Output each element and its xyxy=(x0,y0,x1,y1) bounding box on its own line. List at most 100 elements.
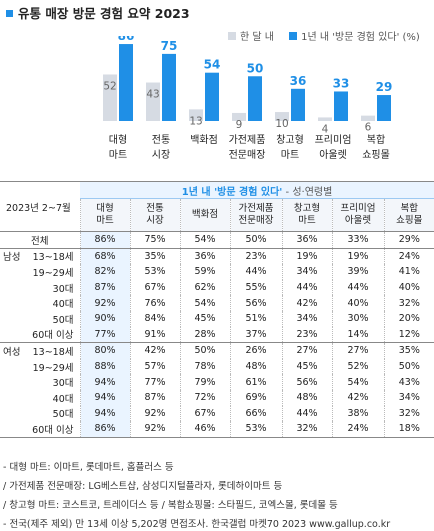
table-banner: 1년 내 '방문 경험 있다' - 성·연령별 xyxy=(80,181,434,199)
group-label: 남성 xyxy=(3,252,21,264)
cell-value: 82% xyxy=(79,264,131,280)
cell-value: 20% xyxy=(383,310,434,327)
total-value-5: 33% xyxy=(331,231,385,249)
bar-year-5 xyxy=(334,91,348,121)
bar-year-1 xyxy=(162,53,176,121)
cell-value: 69% xyxy=(229,389,283,406)
row-label: 60대 이상 xyxy=(28,421,81,438)
total-value-0: 86% xyxy=(79,231,131,249)
category-label2-1: 시장 xyxy=(152,149,170,161)
cell-value: 57% xyxy=(129,358,181,375)
total-value-4: 36% xyxy=(281,231,333,249)
demographic-table: 2023년 2~7월 1년 내 '방문 경험 있다' - 성·연령별 대형 마트 전통 시… xyxy=(0,181,434,438)
cell-value: 36% xyxy=(179,248,231,265)
cell-value: 61% xyxy=(229,374,283,390)
category-label-3: 가전제품 xyxy=(229,134,266,146)
category-label2-3: 전문매장 xyxy=(229,149,266,161)
cell-value: 86% xyxy=(79,421,131,438)
total-value-3: 50% xyxy=(229,231,283,249)
cell-value: 56% xyxy=(229,295,283,311)
bar-month-1 xyxy=(146,82,160,121)
cell-value: 94% xyxy=(79,405,131,422)
cell-value: 77% xyxy=(129,374,181,390)
row-label: 50대 xyxy=(52,314,74,326)
cell-value: 94% xyxy=(79,389,131,406)
cell-value: 91% xyxy=(129,326,181,344)
bar-month-6 xyxy=(361,115,375,121)
period-label: 2023년 2~7월 xyxy=(0,181,81,232)
bar-month-3 xyxy=(232,112,246,121)
cell-value: 94% xyxy=(79,374,131,390)
table-row: 50대 94% 92% 67% 66% 44% 38% 32% xyxy=(0,405,434,422)
cell-value: 68% xyxy=(79,248,131,265)
bar-year-3 xyxy=(248,76,262,121)
column-header-0: 대형 마트 xyxy=(79,198,131,232)
cell-value: 59% xyxy=(179,264,231,280)
group-label xyxy=(0,280,28,296)
category-label-1: 전통 xyxy=(152,134,170,146)
cell-value: 35% xyxy=(383,342,434,359)
cell-value: 67% xyxy=(129,279,181,296)
banner-title: 1년 내 '방문 경험 있다' xyxy=(181,186,283,198)
footnote-1: / 가전제품 전문매장: LG베스트샵, 삼성디지털플라자, 롯데하이마트 등 xyxy=(3,481,283,492)
cell-value: 48% xyxy=(281,389,333,406)
column-header-4: 창고형 마트 xyxy=(281,198,333,232)
bar-month-label-0: 52 xyxy=(103,80,116,92)
cell-value: 87% xyxy=(79,279,131,296)
legend-swatch-month xyxy=(228,32,236,40)
category-label2-5: 아울렛 xyxy=(319,149,347,161)
page-title: 유통 매장 방문 경험 요약 2023 xyxy=(6,3,190,22)
bar-year-label-3: 50 xyxy=(247,61,264,75)
row-label: 30대 xyxy=(52,283,74,295)
group-label xyxy=(0,264,28,280)
cell-value: 92% xyxy=(79,295,131,311)
demographic-table-wrap: 2023년 2~7월 1년 내 '방문 경험 있다' - 성·연령별 대형 마트 전통 시… xyxy=(0,181,434,438)
row-label: 40대 xyxy=(52,299,74,311)
bar-year-label-4: 36 xyxy=(290,74,307,88)
table-row: 19~29세 82% 53% 59% 44% 34% 39% 41% xyxy=(0,264,434,280)
bar-year-label-0: 86 xyxy=(118,36,135,43)
legend-label-month: 한 달 내 xyxy=(240,32,274,43)
banner-subtitle: - 성·연령별 xyxy=(282,186,333,198)
table-row: 60대 이상 77% 91% 28% 37% 23% 14% 12% xyxy=(0,326,434,344)
cell-value: 42% xyxy=(281,295,333,311)
category-label2-4: 마트 xyxy=(281,149,299,161)
table-row: 40대 94% 87% 72% 69% 48% 42% 34% xyxy=(0,389,434,406)
cell-value: 87% xyxy=(129,389,181,406)
footnote-3: - 전국(제주 제외) 만 13세 이상 5,202명 면접조사. 한국갤럽 마… xyxy=(3,519,391,530)
cell-value: 44% xyxy=(281,279,333,296)
cell-value: 79% xyxy=(179,374,231,390)
bar-month-label-2: 13 xyxy=(189,115,202,127)
total-value-1: 75% xyxy=(129,231,181,249)
column-header-5: 프리미엄 아울렛 xyxy=(331,198,385,232)
bar-year-label-5: 33 xyxy=(333,76,350,90)
bar-month-4 xyxy=(275,112,289,121)
chart-legend: 한 달 내 1년 내 '방문 경험 있다' (%) xyxy=(228,28,420,43)
cell-value: 32% xyxy=(383,295,434,311)
row-label: 19~29세 xyxy=(32,267,74,279)
row-label: 30대 xyxy=(52,378,74,390)
footnote-0: - 대형 마트: 이마트, 롯데마트, 홈플러스 등 xyxy=(3,462,174,473)
cell-value: 35% xyxy=(129,248,181,265)
cell-value: 27% xyxy=(281,342,333,359)
cell-value: 90% xyxy=(79,310,131,327)
page-title-text: 유통 매장 방문 경험 요약 2023 xyxy=(18,6,190,21)
bar-month-label-1: 43 xyxy=(146,89,159,101)
bar-year-label-1: 75 xyxy=(161,39,178,53)
title-square-icon xyxy=(6,10,13,17)
bar-month-label-5: 4 xyxy=(322,123,329,135)
cell-value: 34% xyxy=(383,389,434,406)
cell-value: 12% xyxy=(383,326,434,344)
cell-value: 52% xyxy=(331,358,385,375)
table-row: 50대 90% 84% 45% 51% 34% 30% 20% xyxy=(0,310,434,327)
cell-value: 55% xyxy=(229,279,283,296)
legend-swatch-year xyxy=(289,32,298,40)
bar-year-0 xyxy=(119,44,133,122)
total-value-6: 29% xyxy=(383,231,434,249)
group-label xyxy=(0,359,28,375)
cell-value: 23% xyxy=(281,326,333,344)
category-label-6: 복합 xyxy=(367,134,385,146)
cell-value: 67% xyxy=(179,405,231,422)
bar-month-2 xyxy=(189,109,203,121)
cell-value: 23% xyxy=(229,248,283,265)
